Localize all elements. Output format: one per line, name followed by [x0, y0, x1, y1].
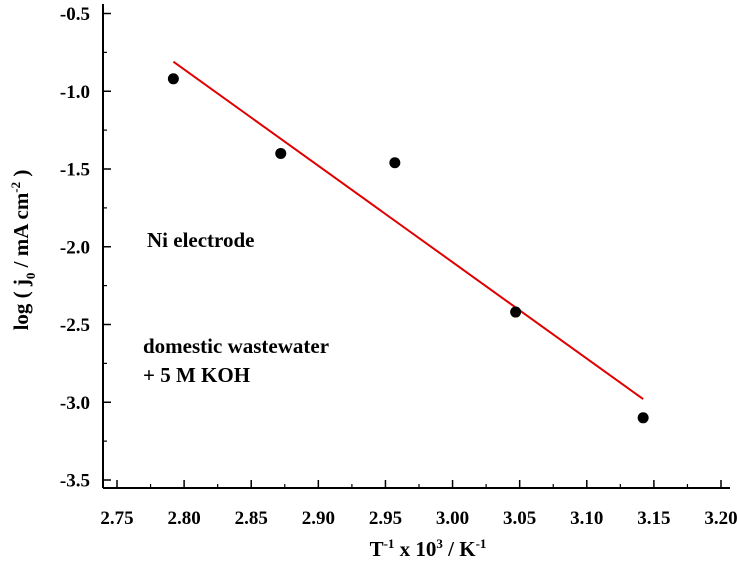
y-tick-label: -0.5	[60, 4, 90, 25]
data-point	[275, 147, 287, 159]
x-tick-label: 2.85	[235, 508, 268, 529]
y-tick-label: -3.5	[60, 471, 90, 492]
x-tick-label: 3.10	[570, 508, 603, 529]
y-tick-label: -1.5	[60, 160, 90, 181]
annotation-koh: + 5 M KOH	[143, 363, 250, 387]
data-point	[637, 412, 649, 424]
y-tick-label: -3.0	[60, 393, 90, 414]
y-axis-ticks: -0.5 -1.0 -1.5 -2.0 -2.5 -3.0 -3.5	[60, 4, 111, 492]
scatter-points	[167, 73, 649, 424]
fit-line	[172, 60, 644, 400]
y-tick-label: -1.0	[60, 82, 90, 103]
data-point	[389, 157, 401, 169]
x-tick-label: 2.80	[167, 508, 200, 529]
x-tick-label: 3.15	[637, 508, 670, 529]
y-tick-label: -2.5	[60, 315, 90, 336]
x-tick-label: 3.05	[503, 508, 536, 529]
x-tick-label: 2.95	[369, 508, 402, 529]
x-axis-ticks: 2.75 2.80 2.85 2.90 2.95 3.00 3.05 3.10 3.15 3.20	[100, 480, 737, 529]
x-tick-label: 2.75	[100, 508, 133, 529]
fit-line-group	[172, 60, 644, 400]
annotation-domestic-wastewater: domestic wastewater	[143, 334, 329, 358]
y-axis-title: log ( j0 / mA cm-2 )	[8, 170, 38, 331]
y-tick-label: -2.0	[60, 237, 90, 258]
x-tick-label: 3.20	[704, 508, 737, 529]
x-tick-label: 2.90	[302, 508, 335, 529]
data-point	[167, 73, 179, 85]
data-point	[510, 306, 522, 318]
annotation-ni-electrode: Ni electrode	[147, 228, 254, 252]
x-tick-label: 3.00	[436, 508, 469, 529]
x-axis-title: T-1 x 103 / K-1	[370, 536, 487, 561]
